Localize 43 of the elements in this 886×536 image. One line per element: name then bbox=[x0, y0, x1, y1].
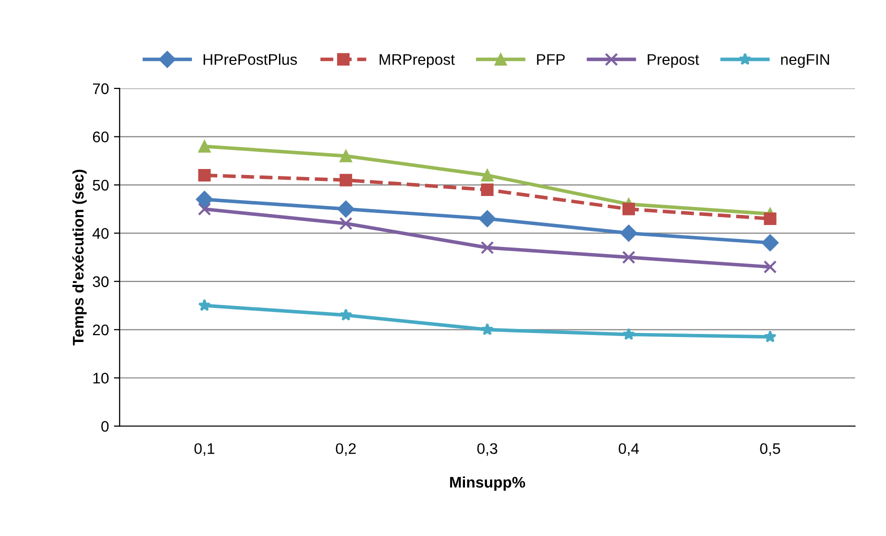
y-axis-title: Temps d'exécution (sec) bbox=[72, 170, 87, 346]
point bbox=[198, 298, 211, 312]
y-tick-label: 40 bbox=[92, 228, 109, 239]
x-tick-label: 0,2 bbox=[336, 443, 356, 456]
point bbox=[340, 174, 352, 186]
point bbox=[198, 202, 212, 216]
point bbox=[337, 200, 354, 218]
x-tick-label: 0,3 bbox=[477, 443, 498, 456]
point bbox=[622, 250, 636, 264]
y-tick-label: 20 bbox=[92, 324, 109, 336]
legend-label: Prepost bbox=[648, 54, 700, 68]
point bbox=[762, 234, 779, 252]
point bbox=[481, 183, 494, 196]
x-tick-label: 0,4 bbox=[618, 443, 639, 456]
point bbox=[620, 224, 638, 242]
legend-label: negFIN bbox=[781, 54, 830, 68]
x-tick-label: 0,1 bbox=[194, 443, 214, 456]
legend-label: HPrePostPlus bbox=[204, 54, 297, 65]
y-tick-label: 50 bbox=[92, 180, 109, 191]
point bbox=[478, 210, 496, 228]
y-tick-label: 60 bbox=[92, 132, 109, 142]
y-tick-label: 10 bbox=[93, 372, 109, 384]
point bbox=[481, 169, 494, 182]
point bbox=[196, 190, 214, 208]
x-tick-label: 0,5 bbox=[760, 443, 780, 456]
point bbox=[339, 216, 352, 230]
point bbox=[198, 169, 211, 182]
y-tick-label: 0 bbox=[101, 420, 109, 432]
point bbox=[764, 260, 777, 274]
point bbox=[480, 323, 494, 336]
y-tick-label: 70 bbox=[92, 83, 109, 94]
legend-label: MRPrepost bbox=[380, 54, 455, 68]
point bbox=[764, 330, 776, 342]
x-axis-title: Minsupp% bbox=[450, 476, 526, 491]
point bbox=[480, 241, 494, 254]
y-tick-label: 30 bbox=[92, 276, 109, 288]
point bbox=[764, 212, 776, 225]
point bbox=[340, 150, 352, 162]
point bbox=[622, 328, 636, 340]
point bbox=[198, 140, 211, 153]
point bbox=[622, 202, 635, 216]
point bbox=[340, 308, 352, 321]
legend-label: PFP bbox=[537, 54, 565, 65]
